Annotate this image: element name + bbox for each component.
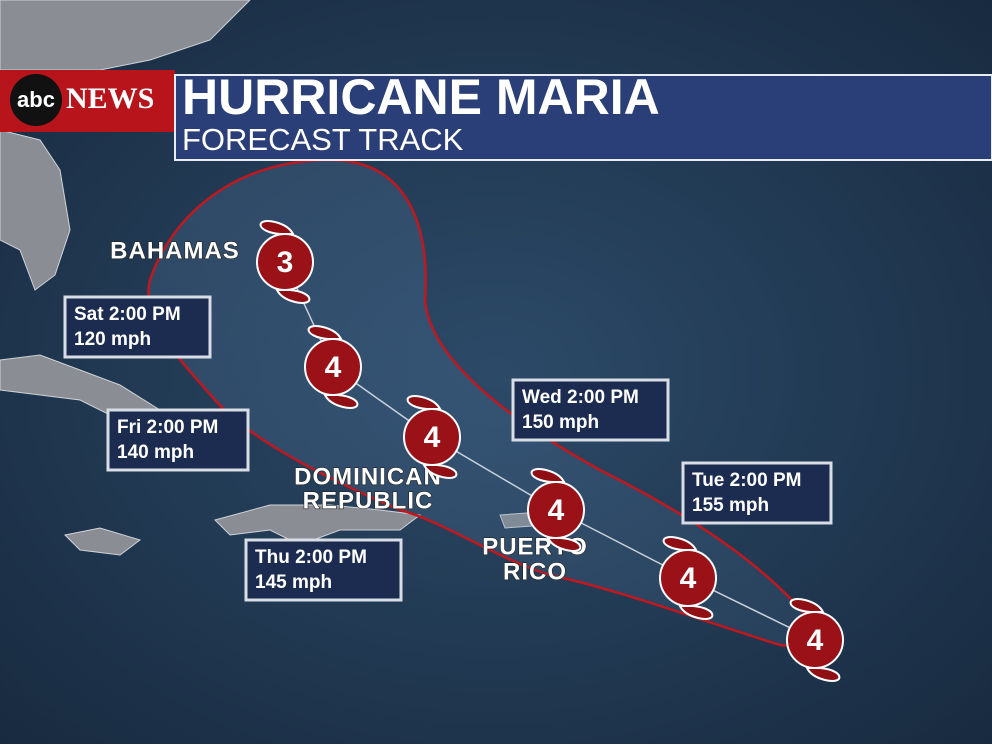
forecast-box: Fri 2:00 PM 140 mph	[106, 408, 250, 472]
logo-circle	[10, 74, 62, 126]
box-frame	[106, 408, 250, 472]
box-frame	[63, 295, 212, 359]
subtitle: FORECAST TRACK	[182, 122, 464, 157]
storm-icon: 4	[786, 598, 844, 682]
forecast-time: Tue 2:00 PM	[692, 470, 801, 491]
storm-arm	[406, 395, 442, 410]
title: HURRICANE MARIA	[182, 69, 660, 125]
forecast-time: Wed 2:00 PM	[522, 387, 639, 408]
storm-arm	[323, 394, 359, 409]
storm-icon: 3	[256, 220, 314, 304]
storm-body	[403, 408, 461, 466]
forecast-box: Tue 2:00 PM 155 mph	[681, 461, 833, 525]
storm-arm	[662, 536, 698, 551]
storm-icon: 4	[659, 536, 717, 620]
storm-icon: 4	[304, 325, 362, 409]
place-labels: BAHAMAS DOMINICAN REPUBLIC PUERTO RICO	[110, 237, 588, 586]
storm-arm	[422, 464, 458, 479]
logo-news: NEWS	[66, 82, 154, 115]
storm-arm	[678, 605, 714, 620]
storm-arm	[546, 537, 582, 552]
forecast-time: Sat 2:00 PM	[74, 304, 181, 325]
forecast-wind: 140 mph	[117, 442, 194, 463]
place-label: REPUBLIC	[303, 487, 434, 514]
box-frame	[511, 378, 670, 442]
storm-arm	[789, 598, 825, 613]
box-frame	[681, 461, 833, 525]
storm-body	[659, 549, 717, 607]
forecast-boxes: Sat 2:00 PM 120 mph Fri 2:00 PM 140 mph Thu …	[63, 295, 833, 602]
storm-arm	[530, 468, 566, 483]
storm-category: 4	[807, 624, 824, 657]
forecast-wind: 145 mph	[255, 572, 332, 593]
storm-body	[527, 481, 585, 539]
storm-arm	[275, 289, 311, 304]
storm-icons: 3 4 4 4 4 4	[256, 220, 844, 682]
storm-arm	[307, 325, 343, 340]
place-label: BAHAMAS	[110, 237, 240, 264]
storm-category: 4	[424, 421, 441, 454]
header: abc NEWS HURRICANE MARIA FORECAST TRACK	[0, 69, 992, 161]
storm-category: 4	[325, 351, 342, 384]
place-label: DOMINICAN	[294, 463, 442, 490]
storm-category: 4	[548, 494, 565, 527]
forecast-wind: 150 mph	[522, 412, 599, 433]
storm-body	[304, 338, 362, 396]
storm-arm	[805, 667, 841, 682]
logo-abc: abc	[17, 87, 55, 112]
storm-icon: 4	[403, 395, 461, 479]
forecast-box: Wed 2:00 PM 150 mph	[511, 378, 670, 442]
forecast-time: Thu 2:00 PM	[255, 547, 367, 568]
title-bar	[174, 74, 992, 161]
place-label: RICO	[503, 558, 567, 585]
box-frame	[244, 538, 403, 602]
storm-body	[786, 611, 844, 669]
storm-category: 4	[680, 562, 697, 595]
storm-body	[256, 233, 314, 291]
storm-icon: 4	[527, 468, 585, 552]
forecast-time: Fri 2:00 PM	[117, 417, 218, 438]
forecast-box: Thu 2:00 PM 145 mph	[244, 538, 403, 602]
forecast-box: Sat 2:00 PM 120 mph	[63, 295, 212, 359]
storm-category: 3	[277, 246, 294, 279]
forecast-wind: 120 mph	[74, 329, 151, 350]
storm-arm	[259, 220, 295, 235]
forecast-wind: 155 mph	[692, 495, 769, 516]
